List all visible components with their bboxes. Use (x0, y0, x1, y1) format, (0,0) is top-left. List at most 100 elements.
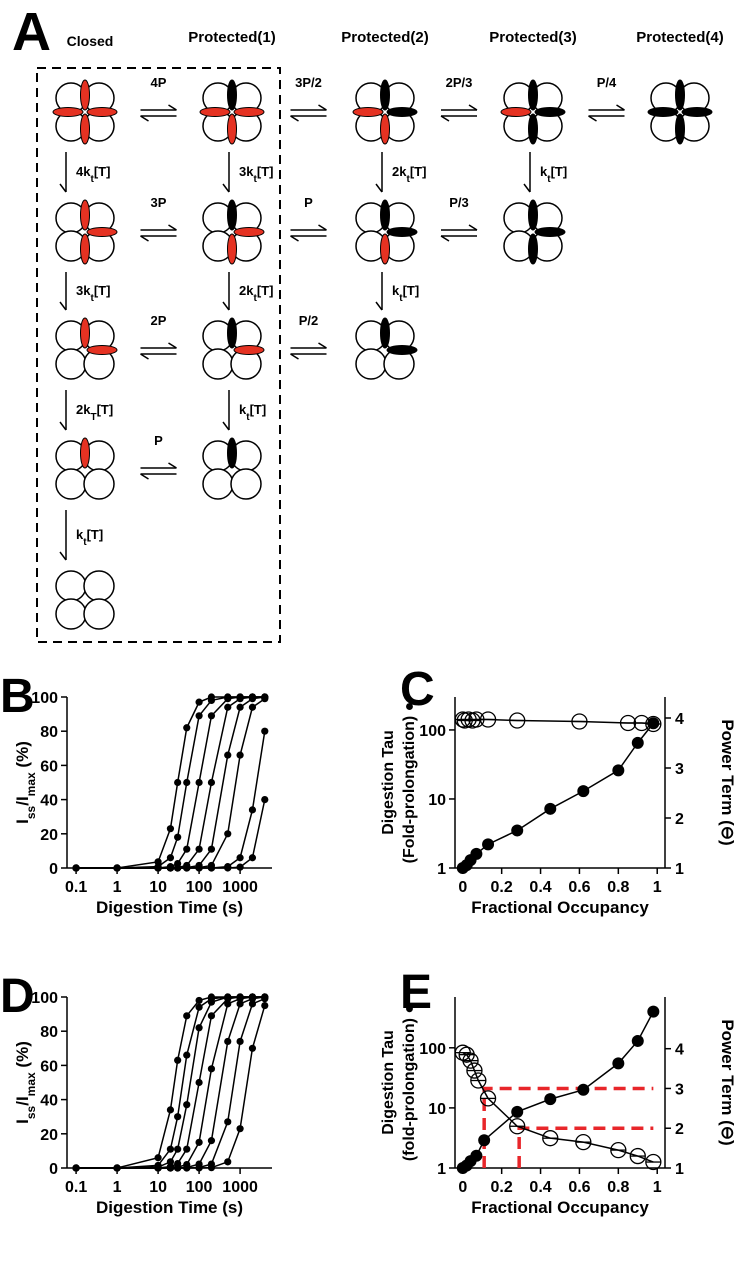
site (380, 199, 390, 231)
rate-pre: 2k (392, 164, 407, 179)
digestion-arrow (59, 301, 67, 311)
point (195, 1164, 203, 1172)
site (80, 437, 90, 469)
point (236, 854, 244, 862)
rate-pre: 2k (76, 402, 91, 417)
site (199, 107, 231, 117)
x-tick-label: 0.2 (491, 1179, 513, 1196)
point (207, 864, 216, 872)
digestion-arrow (375, 301, 383, 311)
point (183, 845, 191, 853)
series-line (76, 731, 266, 869)
open-marker (645, 1153, 662, 1171)
rate-label: P/3 (449, 195, 469, 210)
rate-label: 2kt[T] (239, 283, 273, 304)
y-label-part: (%) (13, 1041, 32, 1072)
y-label-part: I (13, 819, 32, 824)
site (386, 227, 418, 237)
point (577, 1083, 590, 1096)
rate-sub: t (399, 293, 403, 304)
state-header: Protected(1) (188, 29, 276, 46)
channel-icon (355, 199, 418, 265)
open-marker (571, 713, 588, 730)
y-tick-label: 20 (40, 827, 58, 844)
point (612, 1057, 625, 1070)
subunit (55, 348, 87, 380)
rate-post: [T] (97, 402, 114, 417)
rate-pre: 3k (239, 164, 254, 179)
site (233, 227, 265, 237)
y-label-part: /I (13, 1096, 32, 1105)
channel-icon (355, 317, 418, 380)
point (470, 1149, 483, 1162)
point (195, 1078, 203, 1087)
panel-label: D (0, 970, 35, 1023)
rate-sub: t (90, 174, 94, 185)
rate-label: P (154, 433, 163, 448)
y-tick-label: 10 (428, 1101, 446, 1118)
open-marker (462, 1052, 479, 1069)
point (154, 1164, 162, 1172)
open-marker (645, 715, 662, 733)
y-label-part: ss (24, 805, 38, 819)
point (154, 864, 162, 872)
series-line (462, 1052, 654, 1163)
rate-post: [T] (250, 402, 267, 417)
site (386, 345, 418, 355)
open-marker (575, 1134, 592, 1151)
x-tick-label: 0.1 (65, 1179, 87, 1196)
site (86, 345, 118, 355)
y-tick-label: 80 (40, 1024, 58, 1041)
rate-label: 2kt[T] (392, 164, 426, 185)
point (113, 1164, 121, 1172)
y-tick-label: 100 (31, 990, 58, 1007)
digestion-arrow (222, 421, 230, 431)
rate-sub: t (83, 537, 87, 548)
rate-sub: t (253, 293, 257, 304)
x-tick-label: 1000 (222, 1179, 258, 1196)
y-tick-label: 1 (437, 1161, 446, 1178)
y-label-part: (%) (13, 741, 32, 772)
eq-arrow (440, 115, 450, 122)
state-header: Protected(2) (341, 29, 429, 46)
eq-arrow (140, 473, 149, 480)
site (80, 79, 90, 111)
site (86, 227, 118, 237)
point (647, 1005, 660, 1018)
channel-icon (199, 79, 265, 145)
channel-icon (52, 79, 118, 145)
y-label-part: max (24, 1072, 38, 1096)
point (248, 995, 257, 1003)
point (248, 806, 257, 814)
open-marker (509, 712, 526, 729)
rate-label: P/4 (597, 75, 617, 90)
y-axis-label: Iss/Imax (%) (13, 1041, 38, 1124)
series-line (76, 998, 266, 1169)
point (224, 830, 232, 838)
point (207, 1012, 216, 1020)
x-axis-label: Digestion Time (s) (96, 898, 243, 917)
x-tick-label: 0.8 (607, 1179, 629, 1196)
site (86, 107, 118, 117)
point (166, 1106, 175, 1114)
state-header: Protected(3) (489, 29, 577, 46)
point (236, 995, 244, 1003)
y-label-part: /I (13, 796, 32, 805)
site (80, 233, 90, 265)
point (224, 864, 232, 872)
y2-tick-label: 1 (675, 861, 684, 878)
rate-label: 3P/2 (295, 75, 322, 90)
site (380, 233, 390, 265)
point (195, 712, 203, 720)
rate-pre: k (540, 164, 548, 179)
eq-arrow (168, 462, 177, 469)
subunit (355, 348, 387, 380)
rate-post: [T] (257, 283, 274, 298)
point (174, 1056, 182, 1064)
x-tick-label: 0.4 (529, 879, 551, 896)
site (227, 79, 237, 111)
y2-tick-label: 3 (675, 1081, 684, 1098)
rate-post: [T] (94, 164, 111, 179)
site (675, 79, 685, 111)
point (183, 724, 191, 732)
